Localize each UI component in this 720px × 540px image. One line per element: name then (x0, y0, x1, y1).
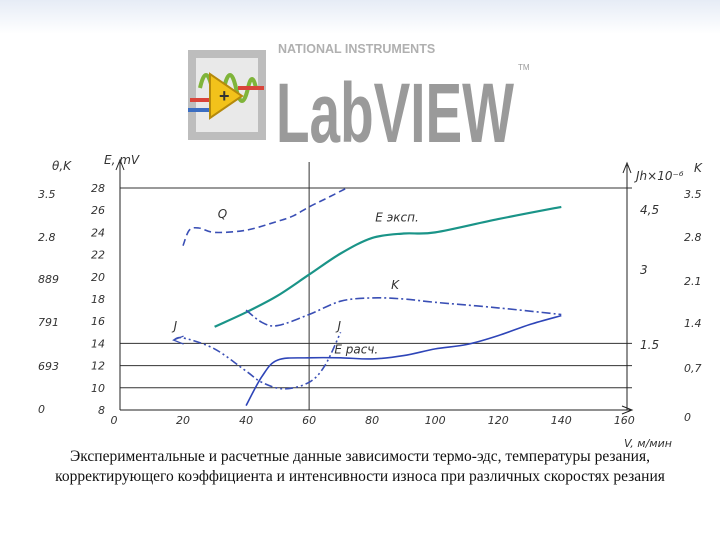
y-outer-left-tick-label: 2.8 (38, 231, 56, 244)
y-left-tick-label: 12 (91, 360, 105, 373)
y-outer-left-tick-label: 3.5 (38, 188, 56, 201)
y-left-tick-label: 28 (91, 182, 105, 195)
x-axis-arrow (621, 405, 634, 415)
y-outer-left-tick-label: 0 (38, 403, 45, 416)
y-left-tick-label: 26 (91, 204, 105, 217)
y-outer-right-tick-label: 0 (684, 411, 691, 424)
y-left-tick-label: 10 (91, 382, 105, 395)
curve-label: Е расч. (334, 342, 378, 356)
product-name: LabVIEW (276, 66, 514, 148)
y-outer-left-tick-label: 889 (38, 273, 59, 286)
x-axis-label: V, м/мин (624, 437, 672, 450)
grid (120, 162, 632, 410)
y-outer-right-tick-label: 0,7 (684, 362, 702, 375)
y-inner-right-tick-label: 4,5 (640, 203, 659, 217)
y-left-axis-label: E, mV (104, 153, 140, 167)
y-outer-right-tick-label: 3.5 (684, 188, 702, 201)
header-band (0, 0, 720, 34)
x-tick-label: 40 (239, 414, 253, 427)
x-tick-label: 140 (551, 414, 572, 427)
add-function-icon (209, 72, 244, 120)
curve-label: J (335, 319, 341, 333)
x-origin-label: 0 (111, 414, 118, 427)
chart: 20 40 60 80 100 120 140 160 0 V, м/мин 8 10 12 14 16 18… (38, 153, 703, 450)
y-left-tick-label: 22 (91, 249, 105, 262)
y-inner-right-tick-label: 1.5 (640, 338, 659, 352)
trademark-mark: TM (518, 63, 530, 72)
x-tick-label: 100 (425, 414, 446, 427)
right-axis-arrow (622, 161, 632, 174)
series-layer (171, 187, 562, 406)
series-j-arrow (171, 335, 184, 345)
y-outer-left-tick-label: 693 (38, 360, 59, 373)
curve-label: K (391, 278, 400, 292)
x-tick-label: 80 (365, 414, 379, 427)
series-line-eэксп (214, 205, 562, 328)
series-line-j (173, 331, 342, 390)
x-tick-label: 60 (302, 414, 316, 427)
y-left-tick-label: 8 (98, 404, 105, 417)
y-left-tick-label: 20 (91, 271, 105, 284)
curve-label: Е эксп. (375, 210, 419, 224)
y-outer-left-tick-label: 791 (38, 316, 59, 329)
label-layer: Q Е эксп. K Е расч. J J (172, 207, 419, 356)
company-name: NATIONAL INSTRUMENTS (278, 42, 435, 56)
y-outer-right-tick-label: 2.1 (684, 275, 702, 288)
figure-caption: Экспериментальные и расчетные данные зав… (55, 448, 665, 485)
y-left-tick-label: 24 (91, 226, 105, 239)
y-left-tick-label: 18 (91, 293, 105, 306)
labview-logo: + NATIONAL INSTRUMENTS LabVIEW TM (188, 42, 530, 148)
x-tick-label: 160 (614, 414, 635, 427)
series-line-k (245, 297, 562, 327)
series-line-eрасч (245, 314, 562, 406)
y-outer-right-tick-label: 2.8 (684, 231, 702, 244)
y-left-tick-label: 14 (91, 337, 105, 350)
curve-label: J (172, 319, 178, 333)
axes: 20 40 60 80 100 120 140 160 0 V, м/мин 8 10 12 14 16 18… (38, 153, 703, 450)
x-tick-label: 120 (488, 414, 509, 427)
y-outer-left-axis-label: θ,K (52, 159, 72, 173)
curve-label: Q (218, 207, 227, 221)
x-tick-label: 20 (176, 414, 190, 427)
y-axis-arrow (115, 158, 125, 171)
y-outer-right-axis-label: K (694, 161, 703, 175)
y-inner-right-tick-label: 3 (640, 263, 648, 277)
y-inner-right-axis-label: Jh×10⁻⁶ (634, 169, 684, 183)
series-line-q (182, 187, 348, 247)
y-outer-right-tick-label: 1.4 (684, 317, 702, 330)
y-left-tick-label: 16 (91, 315, 105, 328)
svg-text:+: + (219, 86, 230, 106)
